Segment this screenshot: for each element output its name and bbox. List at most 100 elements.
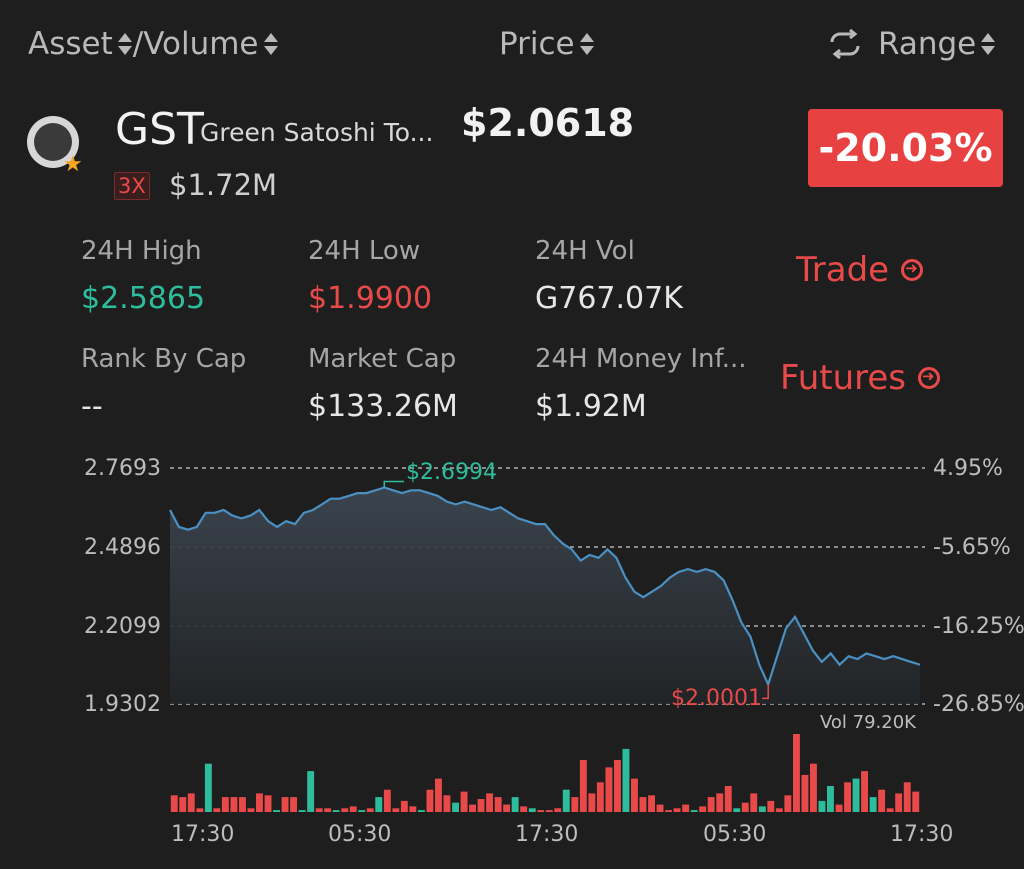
volume-bar (878, 789, 886, 812)
volume-bar (690, 810, 698, 812)
chart-low-label: $2.0001 (671, 686, 762, 711)
volume-bar (204, 763, 212, 812)
price-chart[interactable] (0, 440, 1024, 869)
volume-bar (844, 782, 851, 812)
volume-bar (383, 789, 391, 812)
volume-bar (196, 808, 204, 812)
high-marker (383, 480, 404, 488)
price-change-badge[interactable]: -20.03% (808, 109, 1003, 187)
volume-bar (903, 782, 911, 812)
y-tick-label: 1.9302 (84, 692, 161, 717)
volume-bar (810, 763, 817, 812)
sort-range[interactable]: Range (824, 26, 996, 62)
volume-bar (554, 808, 562, 812)
volume-bar (588, 793, 596, 812)
volume-bar (682, 804, 690, 812)
volume-bar (307, 771, 315, 812)
range-sort-label: Range (878, 26, 977, 62)
volume-bar (315, 808, 323, 812)
volume-bar (400, 800, 408, 812)
volume-bar (673, 808, 681, 812)
volume-bar (818, 800, 826, 812)
price-sort-label: Price (499, 26, 575, 62)
vol-value: G767.07K (535, 281, 683, 316)
volume-bar (409, 806, 417, 812)
sort-asset-volume[interactable]: Asset /Volume (28, 26, 278, 62)
volume-bar (793, 734, 800, 812)
low-value: $1.9900 (308, 281, 433, 316)
price-line (169, 486, 921, 688)
volume-bar (775, 808, 783, 812)
volume-bar (707, 797, 715, 812)
volume-bar (648, 795, 655, 812)
volume-bar (290, 797, 297, 812)
volume-bar (579, 760, 587, 812)
volume-bar (349, 806, 357, 812)
volume-bar (213, 808, 221, 812)
volume-bar (511, 797, 519, 812)
volume-bar (656, 804, 664, 812)
x-tick-label: 05:30 (703, 822, 767, 847)
volume-bar (528, 808, 536, 812)
volume-bar (170, 795, 178, 812)
volume-bar (750, 793, 758, 812)
rank-label: Rank By Cap (81, 344, 247, 374)
sort-price[interactable]: Price (499, 26, 594, 62)
volume-bar (716, 793, 724, 812)
coin-price: $2.0618 (461, 101, 635, 145)
volume-bar (281, 797, 289, 812)
trade-link[interactable]: Trade (796, 250, 924, 290)
swap-icon (830, 29, 860, 59)
money-inflow-label: 24H Money Inf... (535, 344, 747, 374)
volume-bar (179, 797, 187, 812)
volume-max-label: Vol 79.20K (820, 712, 916, 733)
volume-bar (545, 810, 553, 812)
rank-value: -- (81, 389, 103, 424)
volume-bar (247, 808, 255, 812)
volume-bar (298, 810, 306, 812)
volume-bar (724, 786, 732, 812)
volume-bar (801, 774, 809, 812)
futures-label: Futures (780, 358, 906, 398)
volume-bar (827, 786, 834, 812)
volume-bar (503, 804, 511, 812)
y-tick-label: 2.2099 (84, 614, 161, 639)
volume-bar (435, 778, 442, 812)
volume-bar (912, 791, 920, 812)
volume-bar (784, 795, 792, 812)
coin-logo: ★ (27, 116, 83, 176)
volume-bar (835, 804, 843, 812)
volume-bar (460, 791, 468, 812)
sort-arrows-icon (980, 31, 996, 57)
volume-bar (221, 797, 229, 812)
volume-bar (358, 810, 366, 812)
futures-link[interactable]: Futures (780, 358, 940, 398)
volume-bar (869, 797, 877, 812)
low-marker (762, 684, 769, 700)
high-label: 24H High (81, 236, 202, 266)
volume-bar (426, 789, 434, 812)
volume-bar (469, 804, 476, 812)
arrow-circle-icon (901, 259, 924, 281)
coin-symbol: GST (115, 104, 204, 155)
volume-sort-label: /Volume (132, 26, 259, 62)
volume-bar (443, 795, 451, 812)
volume-bar (596, 782, 604, 812)
volume-bar (392, 808, 400, 812)
volume-bar (418, 810, 425, 812)
favorite-star-icon[interactable]: ★ (63, 152, 83, 177)
price-area (170, 487, 920, 704)
volume-bar (537, 810, 545, 812)
y-tick-label: 2.4896 (84, 535, 161, 560)
y-percent-label: -16.25% (933, 614, 1024, 639)
volume-bar (494, 797, 502, 812)
volume-bar (631, 778, 638, 812)
y-percent-label: 4.95% (933, 456, 1003, 481)
volume-bar (571, 797, 579, 812)
volume-bar (239, 797, 246, 812)
y-percent-label: -26.85% (933, 692, 1024, 717)
leverage-badge: 3X (114, 172, 150, 200)
volume-bar (264, 795, 272, 812)
x-tick-label: 17:30 (515, 822, 579, 847)
volume-bar (562, 789, 570, 812)
